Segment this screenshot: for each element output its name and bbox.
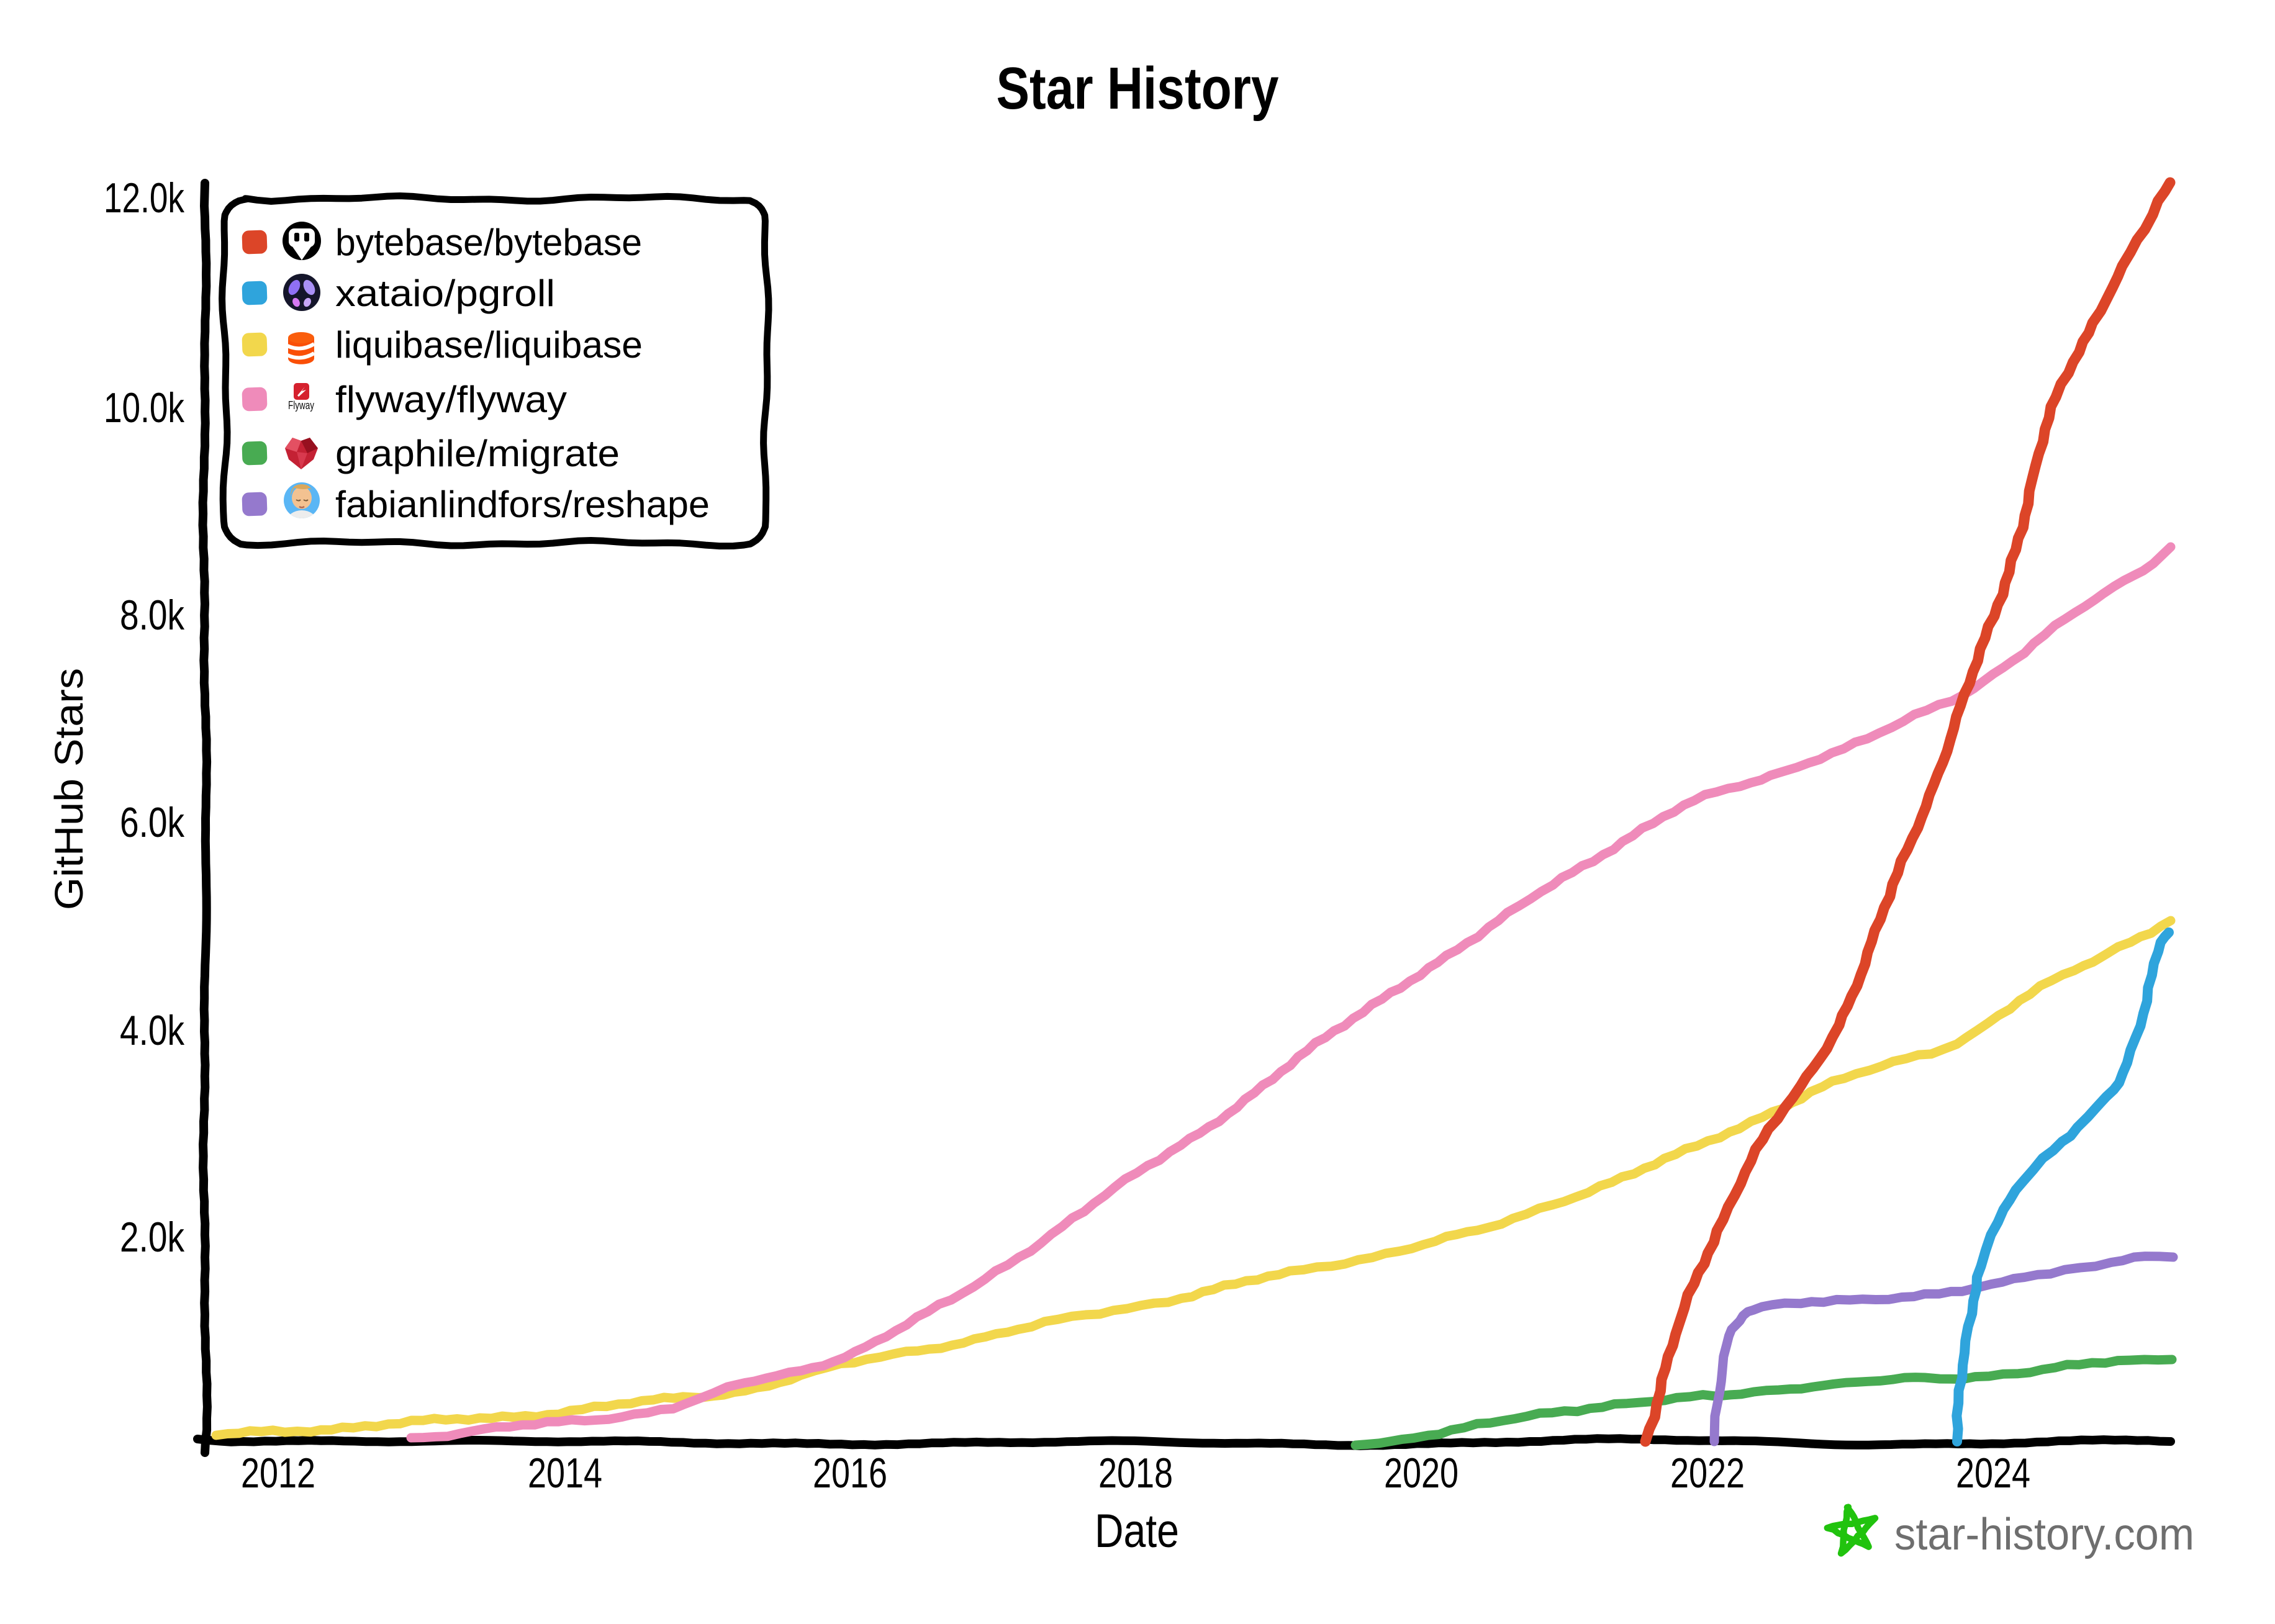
svg-text:10.0k: 10.0k xyxy=(104,384,185,431)
svg-text:2014: 2014 xyxy=(528,1450,602,1497)
svg-text:GitHub Stars: GitHub Stars xyxy=(47,668,91,910)
svg-text:6.0k: 6.0k xyxy=(120,799,185,846)
svg-text:star-history.com: star-history.com xyxy=(1894,1510,2194,1559)
svg-text:8.0k: 8.0k xyxy=(120,592,185,639)
svg-text:flyway/flyway: flyway/flyway xyxy=(335,379,567,420)
svg-text:2022: 2022 xyxy=(1670,1450,1745,1497)
svg-text:4.0k: 4.0k xyxy=(120,1007,185,1054)
svg-text:2.0k: 2.0k xyxy=(120,1214,185,1261)
svg-text:2018: 2018 xyxy=(1098,1450,1173,1497)
svg-text:2024: 2024 xyxy=(1956,1450,2030,1497)
svg-text:12.0k: 12.0k xyxy=(104,174,185,222)
svg-text:2012: 2012 xyxy=(241,1450,315,1497)
svg-text:2016: 2016 xyxy=(813,1450,887,1497)
svg-text:liquibase/liquibase: liquibase/liquibase xyxy=(335,324,643,366)
svg-text:graphile/migrate: graphile/migrate xyxy=(335,433,620,474)
svg-text:xataio/pgroll: xataio/pgroll xyxy=(335,273,555,314)
svg-text:Star History: Star History xyxy=(997,55,1279,122)
svg-text:2020: 2020 xyxy=(1384,1450,1459,1497)
svg-text:fabianlindfors/reshape: fabianlindfors/reshape xyxy=(335,484,710,525)
svg-text:bytebase/bytebase: bytebase/bytebase xyxy=(335,222,642,263)
svg-text:Flyway: Flyway xyxy=(288,399,314,412)
svg-text:Date: Date xyxy=(1095,1505,1179,1558)
